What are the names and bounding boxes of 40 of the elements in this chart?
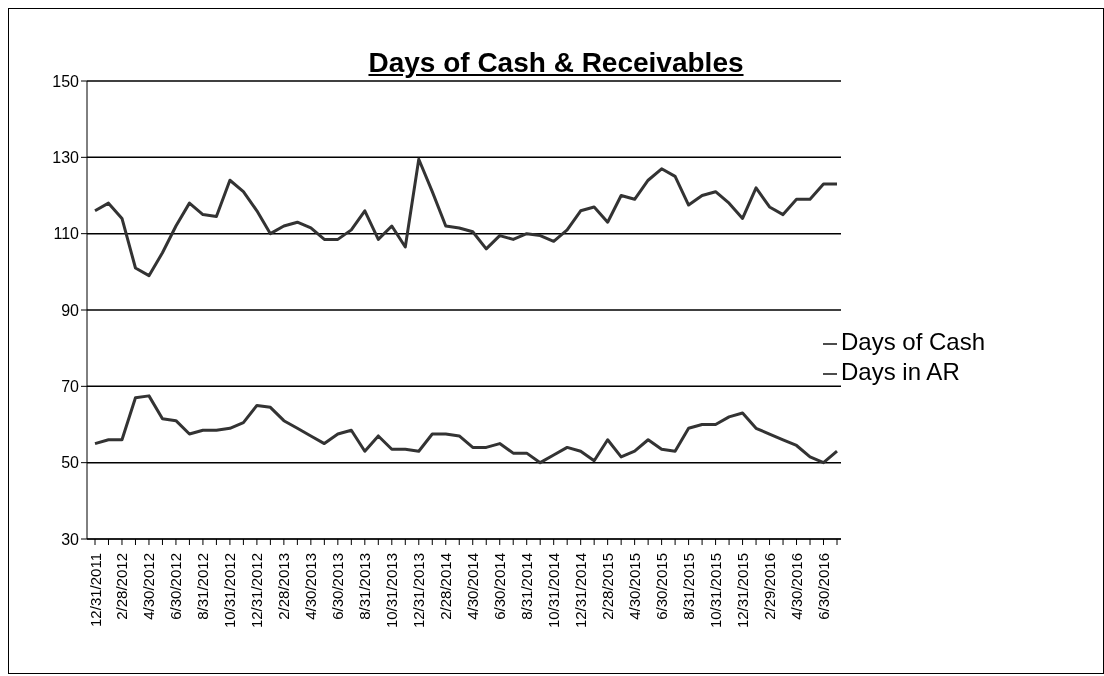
x-tick-label: 2/28/2014 (437, 553, 455, 620)
y-tick-label: 130 (52, 149, 80, 167)
chart-title: Days of Cash & Receivables (364, 47, 748, 78)
x-tick-label: 12/31/2013 (410, 553, 428, 629)
x-tick-label: 4/30/2014 (464, 553, 482, 620)
x-tick-label: 6/30/2012 (167, 553, 185, 620)
x-tick-label: 6/30/2014 (491, 553, 509, 620)
x-tick-label: 8/31/2014 (518, 553, 536, 620)
x-tick-label: 8/31/2015 (680, 553, 698, 620)
y-tick-label: 90 (61, 301, 80, 319)
x-tick-label: 12/31/2015 (734, 553, 752, 629)
y-tick-label: 50 (61, 454, 80, 472)
x-tick-label: 6/30/2015 (653, 553, 671, 620)
line-series (93, 394, 839, 465)
x-tick-label: 2/28/2012 (113, 553, 131, 620)
x-tick-label: 12/31/2014 (572, 553, 590, 629)
x-tick-label: 2/28/2015 (599, 553, 617, 620)
x-tick-label: 10/31/2012 (221, 553, 239, 629)
x-tick-label: 10/31/2013 (383, 553, 401, 629)
x-tick-label: 10/31/2014 (545, 553, 563, 629)
x-tick-label: 12/31/2012 (248, 553, 266, 629)
x-tick-label: 2/28/2013 (275, 553, 293, 620)
x-tick-label: 10/31/2015 (707, 553, 725, 629)
x-tick-label: 4/30/2013 (302, 553, 320, 620)
x-tick-label: 8/31/2013 (356, 553, 374, 620)
x-tick-label: 8/31/2012 (194, 553, 212, 620)
legend-label: Days in AR (841, 358, 960, 385)
x-tick-label: 6/30/2016 (815, 553, 833, 620)
x-tick-label: 4/30/2015 (626, 553, 644, 620)
y-tick-label: 70 (61, 378, 80, 396)
legend-label: Days of Cash (841, 328, 986, 355)
x-tick-label: 12/31/2011 (86, 553, 104, 627)
line-series (93, 157, 839, 278)
x-tick-label: 4/30/2016 (788, 553, 806, 620)
y-tick-label: 150 (52, 72, 80, 90)
x-tick-label: 6/30/2013 (329, 553, 347, 620)
y-tick-label: 30 (61, 530, 80, 548)
y-tick-label: 110 (53, 225, 80, 243)
x-tick-label: 4/30/2012 (140, 553, 158, 620)
x-tick-label: 2/29/2016 (761, 553, 779, 620)
